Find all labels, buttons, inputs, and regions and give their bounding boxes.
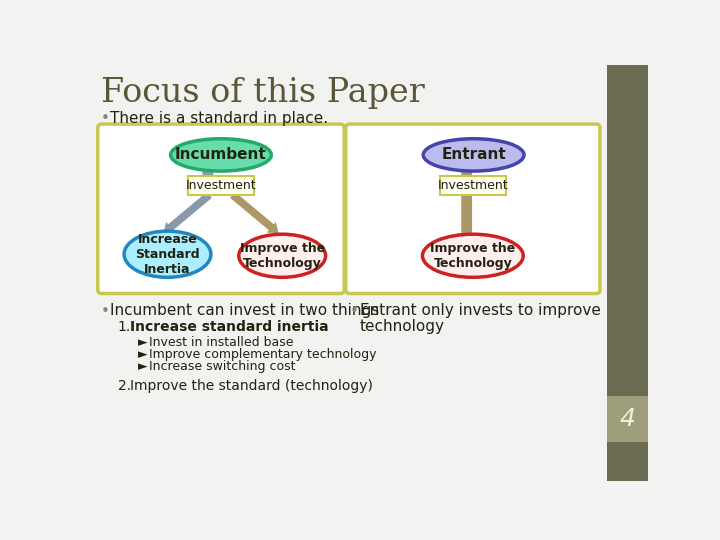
Text: There is a standard in place.: There is a standard in place.: [110, 111, 328, 126]
Text: 2.: 2.: [118, 379, 131, 393]
Text: •: •: [101, 303, 109, 319]
Text: ►: ►: [138, 336, 148, 349]
Text: 4: 4: [619, 407, 635, 431]
FancyArrow shape: [459, 171, 474, 181]
FancyArrow shape: [230, 192, 279, 233]
Bar: [607, 442, 648, 481]
Text: Entrant: Entrant: [441, 147, 506, 163]
FancyBboxPatch shape: [188, 177, 254, 195]
FancyArrow shape: [163, 192, 212, 233]
Text: Increase standard inertia: Increase standard inertia: [130, 320, 329, 334]
Text: Incumbent can invest in two things: Incumbent can invest in two things: [110, 303, 379, 319]
Text: Investment: Investment: [186, 179, 256, 192]
Text: Improve the standard (technology): Improve the standard (technology): [130, 379, 373, 393]
Ellipse shape: [171, 139, 271, 171]
Text: Improve complementary technology: Improve complementary technology: [149, 348, 377, 361]
Ellipse shape: [239, 234, 325, 278]
FancyBboxPatch shape: [98, 124, 344, 294]
Text: •: •: [101, 111, 109, 126]
Text: Invest in installed base: Invest in installed base: [149, 336, 294, 349]
Text: Focus of this Paper: Focus of this Paper: [101, 77, 425, 109]
Text: 1.: 1.: [118, 320, 131, 334]
Bar: [607, 65, 648, 396]
FancyArrow shape: [457, 195, 476, 246]
Text: Increase switching cost: Increase switching cost: [149, 361, 295, 374]
Text: Entrant only invests to improve: Entrant only invests to improve: [360, 303, 600, 319]
Ellipse shape: [423, 139, 524, 171]
Text: •: •: [350, 303, 359, 319]
Ellipse shape: [124, 231, 211, 278]
Text: Improve the
Technology: Improve the Technology: [240, 242, 325, 270]
Text: technology: technology: [360, 319, 445, 334]
Text: ►: ►: [138, 348, 148, 361]
Text: Investment: Investment: [438, 179, 508, 192]
Text: Improve the
Technology: Improve the Technology: [431, 242, 516, 270]
Ellipse shape: [423, 234, 523, 278]
Bar: [607, 396, 648, 442]
Text: ►: ►: [138, 361, 148, 374]
Text: Increase
Standard
Inertia: Increase Standard Inertia: [135, 233, 200, 276]
FancyBboxPatch shape: [439, 177, 506, 195]
FancyArrow shape: [200, 171, 215, 181]
Text: Incumbent: Incumbent: [175, 147, 267, 163]
FancyBboxPatch shape: [346, 124, 600, 294]
